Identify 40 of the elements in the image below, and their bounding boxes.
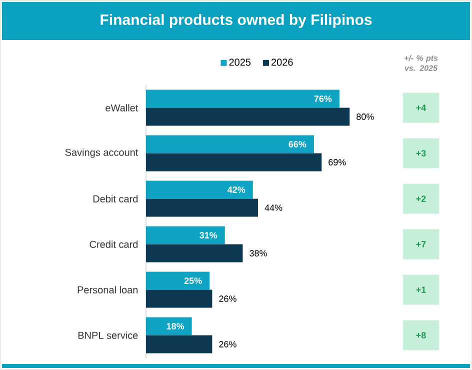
y-tick-label: Credit card — [90, 240, 138, 248]
text: +2 — [416, 196, 426, 202]
bar — [146, 180, 253, 199]
bar — [146, 153, 322, 172]
data-label: 42% — [228, 186, 246, 193]
chart-title: Financial products owned by Filipinos — [100, 14, 372, 28]
y-tick-label: Debit card — [93, 195, 138, 202]
text: +4 — [416, 104, 426, 111]
bar — [146, 226, 225, 244]
data-label: 31% — [200, 232, 218, 238]
bar — [146, 108, 350, 126]
text: +1 — [416, 286, 426, 293]
data-label: 18% — [166, 323, 184, 330]
bar — [146, 90, 340, 108]
bar — [146, 135, 314, 154]
text: +3 — [416, 150, 426, 156]
y-tick-label: eWallet — [106, 104, 138, 112]
bar — [146, 198, 258, 217]
text: +/- % pts vs. 2025 — [404, 55, 438, 71]
data-label: 44% — [264, 204, 282, 211]
data-label: 66% — [288, 141, 306, 148]
y-tick-label: BNPL service — [78, 332, 138, 339]
legend-label: 2025 — [229, 58, 251, 66]
data-label: 76% — [314, 96, 332, 102]
data-label: 25% — [184, 278, 202, 284]
data-label: 38% — [250, 250, 267, 256]
bar — [146, 290, 212, 308]
legend-label: 2026 — [272, 58, 293, 66]
bar — [146, 317, 192, 336]
y-tick-label: Personal loan — [78, 286, 138, 294]
data-label: 26% — [219, 341, 236, 348]
data-label: 26% — [219, 296, 236, 302]
bar — [146, 335, 212, 354]
bar — [146, 244, 243, 262]
text: +8 — [416, 332, 426, 338]
data-label: 80% — [356, 114, 374, 120]
text: +7 — [416, 241, 426, 248]
bar — [146, 272, 210, 290]
data-label: 69% — [328, 159, 346, 166]
y-tick-label: Savings account — [65, 148, 138, 158]
